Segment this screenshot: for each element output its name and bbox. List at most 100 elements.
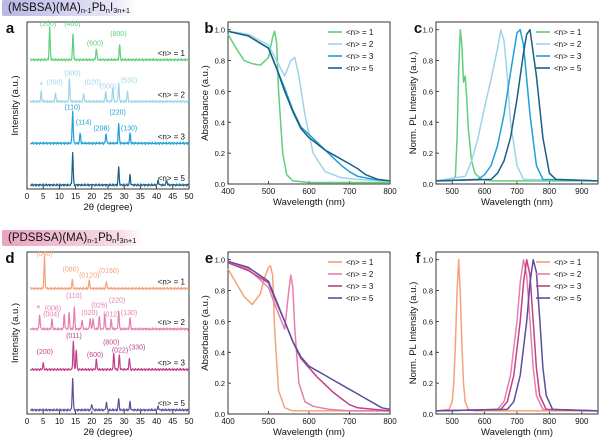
x-tick-label: 25	[104, 417, 113, 426]
peak-annotation: (200)	[37, 349, 53, 356]
x-axis-label: Wavelength (nm)	[273, 197, 345, 208]
x-tick-label: 50	[185, 417, 194, 426]
panel-letter: a	[6, 20, 15, 37]
series-line-2	[227, 30, 390, 182]
panel-a: 0 5 10 15 20 25 30 35 40 45 50 2θ (degree) Intensity…	[6, 20, 194, 213]
x-tick-label: 800	[543, 417, 557, 426]
peak-annotation: (330)	[129, 344, 145, 351]
y-tick-label: 0.6	[423, 317, 433, 326]
panel-f: 500 600 700 800 900 Wavelength (nm) Norm. PL I…	[408, 250, 599, 438]
header-msbsa: (MSBSA)(MA)n-1PbnI3n+1	[2, 0, 137, 16]
series-trace-1	[29, 26, 190, 62]
y-axis-label: Intensity (a.u.)	[10, 303, 21, 363]
y-tick-label: 0.4	[423, 348, 433, 357]
x-tick-label: 700	[510, 187, 524, 196]
x-tick-label: 10	[55, 192, 64, 201]
y-tick-label: 0.2	[215, 379, 225, 388]
x-tick-label: 500	[262, 417, 276, 426]
header-pdsbsa: (PDSBSA)(MA)n-1PbnI3n+1	[2, 230, 143, 246]
peak-annotation: (200)	[40, 21, 56, 28]
y-tick-label: 0.8	[423, 287, 433, 296]
peak-annotation: (300)	[64, 71, 80, 78]
panel-letter: f	[416, 250, 422, 267]
legend-label: <n> = 2	[554, 270, 582, 279]
y-tick-label: 0.2	[423, 149, 433, 158]
peak-annotation: (012)	[103, 312, 119, 319]
x-tick-label: 600	[478, 417, 492, 426]
series-line-2	[227, 260, 390, 412]
series-trace-3	[29, 110, 190, 145]
x-tick-label: 10	[55, 417, 64, 426]
legend-label: <n> = 3	[346, 52, 374, 61]
peak-annotation: (110)	[64, 105, 80, 112]
series-label: <n> = 1	[158, 278, 186, 287]
peak-annotation: (022)	[112, 347, 128, 354]
series-line-4	[227, 260, 391, 411]
y-tick-label: 0.2	[423, 379, 433, 388]
series-label: <n> = 3	[158, 359, 186, 368]
y-tick-label: 0.0	[215, 180, 225, 189]
peak-annotation: (0120)	[79, 273, 99, 280]
y-tick-label: 0.6	[423, 87, 433, 96]
series-trace-3	[29, 340, 190, 372]
x-axis-label: Wavelength (nm)	[481, 197, 553, 208]
x-tick-label: 50	[185, 192, 194, 201]
peak-annotation: (040)	[36, 251, 52, 258]
peak-annotation: (400)	[64, 21, 80, 28]
series-line-3	[435, 258, 599, 412]
x-tick-label: 5	[41, 417, 46, 426]
y-tick-label: 0.0	[423, 180, 433, 189]
x-tick-label: 900	[575, 417, 589, 426]
y-tick-label: 1.0	[423, 26, 433, 35]
panel-letter: e	[205, 250, 213, 267]
series-label: <n> = 5	[158, 174, 186, 183]
legend-label: <n> = 1	[346, 28, 374, 37]
x-tick-label: 700	[343, 187, 357, 196]
legend-label: <n> = 1	[554, 28, 582, 37]
series-trace-4	[29, 151, 189, 187]
panel-letter: c	[414, 20, 422, 37]
x-tick-label: 30	[120, 192, 129, 201]
x-tick-label: 900	[575, 187, 589, 196]
y-tick-label: 1.0	[423, 256, 433, 265]
x-tick-label: 5	[41, 192, 46, 201]
series-line-3	[435, 28, 599, 182]
legend-label: <n> = 5	[554, 294, 582, 303]
peak-annotation: (800)	[103, 340, 119, 347]
panel-letter: d	[5, 250, 14, 267]
series-line-4	[435, 28, 599, 182]
peak-annotation: (011)	[66, 333, 82, 340]
peak-annotation: (004)	[43, 312, 59, 319]
y-tick-label: 0.6	[215, 317, 225, 326]
legend-label: <n> = 1	[554, 258, 582, 267]
x-tick-label: 35	[136, 192, 145, 201]
x-tick-label: 400	[221, 187, 235, 196]
peak-annotation: (208)	[93, 125, 109, 132]
peak-annotation: (020)	[81, 310, 97, 317]
peak-annotation: (200)	[46, 79, 62, 86]
x-tick-label: 600	[478, 187, 492, 196]
legend-label: <n> = 2	[554, 40, 582, 49]
x-tick-label: 40	[152, 417, 161, 426]
x-axis-label: 2θ (degree)	[83, 202, 132, 213]
plot-frame	[26, 251, 190, 415]
series-line-2	[435, 258, 599, 412]
x-axis-label: Wavelength (nm)	[273, 427, 345, 438]
peak-annotation: (220)	[110, 110, 126, 117]
peak-annotation: (020)	[85, 79, 101, 86]
y-tick-label: 1.0	[215, 26, 225, 35]
y-axis-label: Absorbance (a.u.)	[200, 65, 211, 141]
plot-frame	[26, 21, 190, 190]
y-tick-label: 0.4	[215, 348, 225, 357]
peak-annotation: (026)	[91, 302, 107, 309]
y-axis-label: Absorbance (a.u.)	[200, 295, 211, 371]
legend-label: <n> = 5	[346, 64, 374, 73]
y-tick-label: 0.0	[423, 410, 433, 419]
legend-label: <n> = 3	[346, 282, 374, 291]
panel-d: 0 5 10 15 20 25 30 35 40 45 50 2θ (degree) Intensity…	[5, 250, 194, 438]
x-tick-label: 700	[343, 417, 357, 426]
series-line-1	[227, 265, 390, 412]
legend-label: <n> = 3	[554, 52, 582, 61]
x-axis-label: 2θ (degree)	[83, 427, 132, 438]
peak-annotation: (110)	[66, 293, 82, 300]
